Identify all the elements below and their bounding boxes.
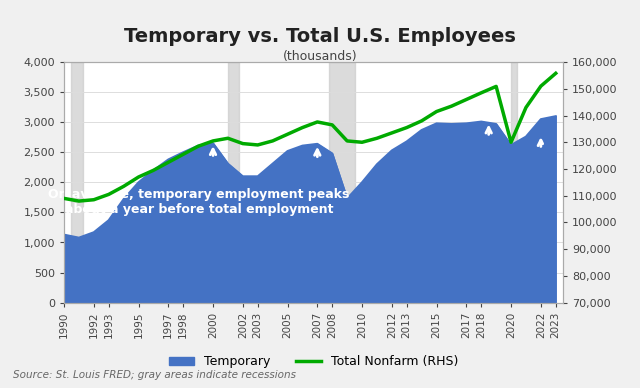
Text: On average, temporary employment peaks
about a year before total employment: On average, temporary employment peaks a… <box>48 188 349 216</box>
Bar <box>511 62 517 303</box>
Text: (thousands): (thousands) <box>283 50 357 64</box>
Text: Temporary vs. Total U.S. Employees: Temporary vs. Total U.S. Employees <box>124 27 516 46</box>
Bar <box>72 62 83 303</box>
Bar <box>328 62 355 303</box>
Legend: Temporary, Total Nonfarm (RHS): Temporary, Total Nonfarm (RHS) <box>164 350 463 373</box>
Bar <box>228 62 239 303</box>
Text: Source: St. Louis FRED; gray areas indicate recessions: Source: St. Louis FRED; gray areas indic… <box>13 370 296 380</box>
